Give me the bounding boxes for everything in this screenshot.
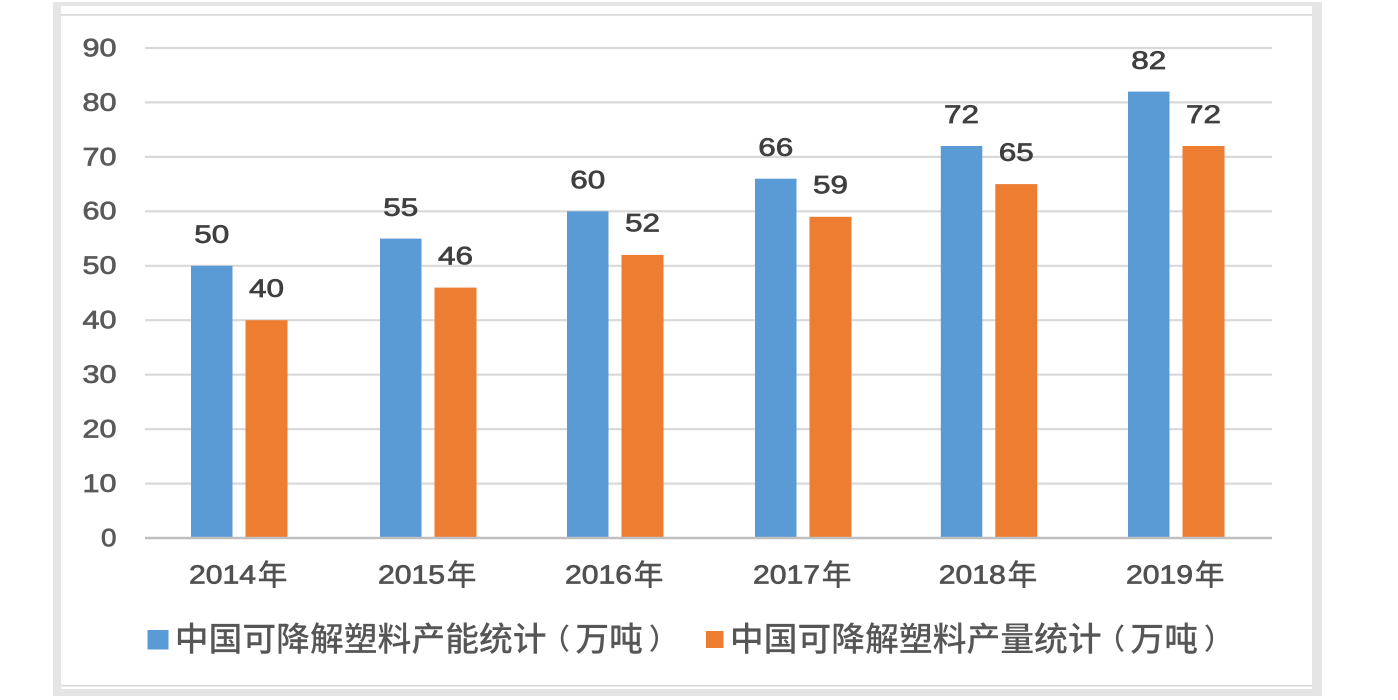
svg-text:2015: 2015: [378, 562, 445, 590]
svg-text:50: 50: [83, 252, 117, 280]
svg-text:2016: 2016: [565, 562, 632, 590]
svg-text:2018: 2018: [939, 562, 1006, 590]
svg-text:60: 60: [570, 167, 605, 195]
svg-text:10: 10: [83, 470, 117, 498]
svg-text:0: 0: [101, 524, 117, 552]
svg-text:40: 40: [83, 307, 117, 335]
svg-text:82: 82: [1131, 47, 1166, 75]
svg-text:50: 50: [194, 221, 229, 249]
svg-text:52: 52: [625, 210, 660, 238]
svg-text:2014: 2014: [189, 562, 256, 590]
svg-text:80: 80: [83, 89, 117, 117]
svg-text:2019: 2019: [1126, 562, 1193, 590]
svg-text:72: 72: [1186, 101, 1221, 129]
svg-text:72: 72: [944, 101, 979, 129]
svg-text:90: 90: [83, 34, 117, 62]
svg-text:55: 55: [383, 194, 418, 222]
svg-text:70: 70: [83, 143, 117, 171]
svg-text:2017: 2017: [753, 562, 820, 590]
svg-text:60: 60: [83, 198, 117, 226]
svg-text:65: 65: [999, 139, 1034, 167]
svg-text:20: 20: [83, 416, 117, 444]
svg-text:40: 40: [249, 275, 284, 303]
svg-text:66: 66: [758, 134, 793, 162]
svg-text:30: 30: [83, 361, 117, 389]
svg-text:46: 46: [438, 242, 473, 270]
svg-text:59: 59: [813, 172, 848, 200]
